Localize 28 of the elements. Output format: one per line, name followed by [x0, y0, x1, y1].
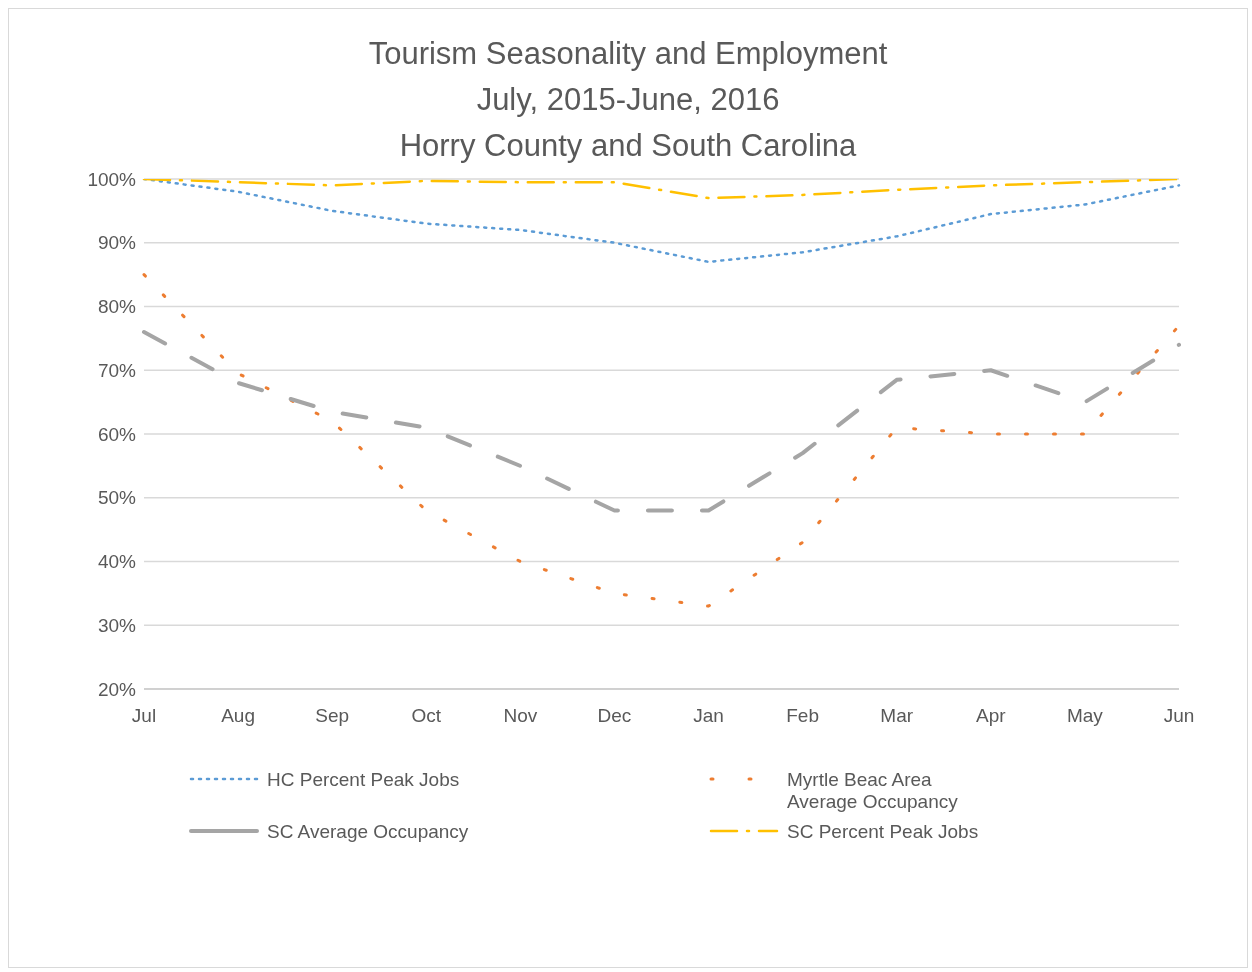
- x-tick-label: Nov: [503, 705, 538, 727]
- y-tick-label: 80%: [97, 296, 137, 318]
- y-tick-label: 100%: [87, 168, 137, 190]
- legend-label: HC Percent Peak Jobs: [267, 769, 460, 791]
- legend-label: SC Percent Peak Jobs: [787, 821, 979, 843]
- y-tick-label: 40%: [97, 551, 137, 573]
- x-tick-label: Oct: [411, 705, 442, 727]
- x-tick-label: Aug: [221, 705, 255, 727]
- y-tick-label: 50%: [97, 487, 137, 509]
- chart-title: Tourism Seasonality and Employment: [367, 35, 889, 73]
- y-tick-label: 60%: [97, 423, 137, 445]
- y-tick-label: 90%: [97, 232, 137, 254]
- line-series: [142, 330, 1181, 513]
- x-tick-label: Jun: [1163, 705, 1195, 727]
- x-tick-label: Jul: [131, 705, 157, 727]
- x-tick-label: Sep: [315, 705, 350, 727]
- x-tick-label: May: [1066, 705, 1104, 727]
- x-tick-label: Feb: [786, 705, 820, 727]
- chart-subtitle: July, 2015-June, 2016 Horry County and South Carolina: [398, 81, 858, 165]
- x-tick-label: Apr: [976, 705, 1007, 727]
- legend-label: Myrtle Beac Area Average Occupancy: [787, 769, 959, 813]
- x-tick-label: Dec: [597, 705, 632, 727]
- y-tick-label: 30%: [97, 614, 137, 636]
- legend-label: SC Average Occupancy: [267, 821, 469, 843]
- x-tick-label: Jan: [693, 705, 724, 727]
- x-tick-label: Mar: [880, 705, 914, 727]
- y-tick-label: 70%: [97, 359, 137, 381]
- y-tick-label: 20%: [97, 678, 137, 700]
